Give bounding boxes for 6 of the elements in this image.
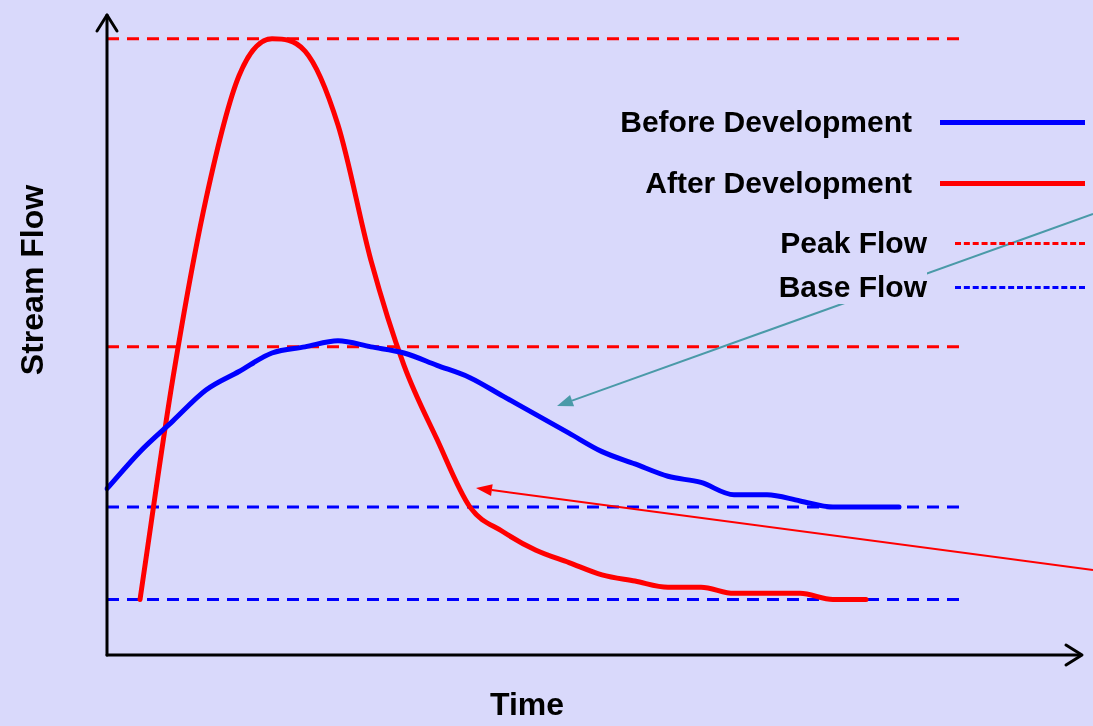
- y-axis-title: Stream Flow: [13, 184, 51, 376]
- legend-label: After Development: [645, 166, 912, 200]
- x-axis-title: Time: [490, 686, 565, 723]
- legend-label: Base Flow: [778, 270, 927, 304]
- legend-label: Peak Flow: [780, 226, 927, 260]
- legend-label: Before Development: [620, 105, 912, 139]
